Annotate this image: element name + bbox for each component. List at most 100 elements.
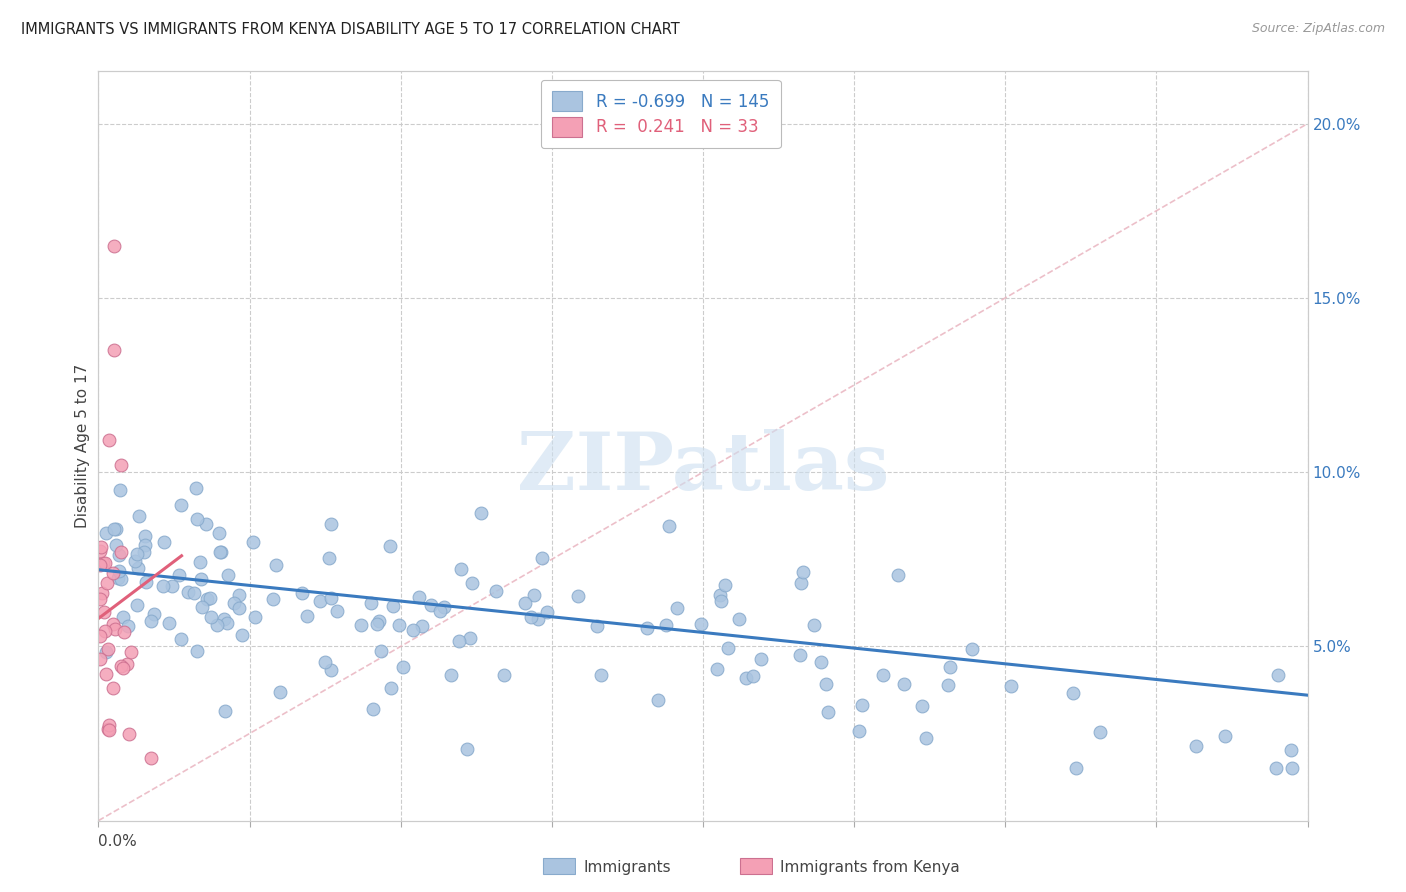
Point	[117, 619, 139, 633]
Point	[208, 525, 231, 540]
Point	[94, 556, 117, 570]
Point	[262, 592, 284, 607]
Point	[93, 556, 115, 570]
Point	[810, 655, 832, 669]
Point	[191, 599, 214, 614]
Point	[143, 607, 166, 621]
Point	[190, 572, 212, 586]
Point	[380, 681, 402, 696]
Point	[370, 643, 392, 657]
Point	[224, 596, 246, 610]
Point	[960, 642, 983, 657]
Point	[89, 652, 111, 666]
Point	[132, 545, 155, 559]
Point	[449, 633, 471, 648]
Point	[391, 660, 413, 674]
Point	[110, 483, 132, 497]
Point	[319, 664, 342, 678]
Point	[111, 610, 134, 624]
Point	[208, 545, 231, 559]
Point	[706, 662, 728, 676]
Point	[209, 544, 232, 558]
Point	[153, 535, 176, 549]
Point	[470, 506, 492, 520]
Text: Immigrants: Immigrants	[583, 860, 671, 874]
Point	[134, 529, 156, 543]
Point	[366, 617, 388, 632]
Point	[170, 632, 193, 646]
Point	[440, 668, 463, 682]
Point	[110, 658, 132, 673]
Point	[96, 526, 118, 541]
Text: Immigrants from Kenya: Immigrants from Kenya	[780, 860, 960, 874]
Point	[97, 718, 120, 732]
Point	[851, 698, 873, 713]
Point	[450, 562, 472, 576]
Point	[198, 591, 221, 606]
Point	[361, 702, 384, 716]
Point	[97, 722, 120, 736]
Point	[89, 592, 111, 607]
Point	[360, 596, 382, 610]
Point	[872, 668, 894, 682]
Point	[96, 575, 118, 590]
Legend: R = -0.699   N = 145, R =  0.241   N = 33: R = -0.699 N = 145, R = 0.241 N = 33	[541, 79, 780, 148]
Point	[188, 555, 211, 569]
Text: IMMIGRANTS VS IMMIGRANTS FROM KENYA DISABILITY AGE 5 TO 17 CORRELATION CHART: IMMIGRANTS VS IMMIGRANTS FROM KENYA DISA…	[21, 22, 681, 37]
Point	[186, 481, 208, 495]
Point	[461, 576, 484, 591]
Point	[485, 584, 508, 599]
Point	[326, 604, 349, 618]
Point	[309, 594, 332, 608]
Point	[314, 655, 336, 669]
Point	[749, 652, 772, 666]
Point	[139, 614, 162, 628]
Point	[382, 599, 405, 613]
Point	[714, 578, 737, 592]
Point	[1279, 743, 1302, 757]
Point	[531, 550, 554, 565]
Point	[1066, 761, 1088, 775]
Point	[104, 522, 127, 536]
Point	[710, 594, 733, 608]
Point	[200, 610, 222, 624]
Point	[104, 538, 127, 552]
Point	[118, 726, 141, 740]
Point	[269, 685, 291, 699]
Point	[911, 698, 934, 713]
Point	[128, 509, 150, 524]
Point	[264, 558, 287, 572]
Point	[420, 599, 443, 613]
Point	[716, 640, 738, 655]
Point	[1185, 739, 1208, 753]
Point	[90, 540, 112, 554]
Point	[803, 618, 825, 632]
Point	[658, 519, 681, 533]
Point	[101, 681, 124, 696]
Point	[103, 238, 125, 252]
Point	[152, 579, 174, 593]
Point	[527, 612, 550, 626]
Point	[1088, 725, 1111, 739]
Point	[89, 629, 111, 643]
Point	[321, 517, 343, 532]
Point	[125, 599, 148, 613]
Point	[217, 567, 239, 582]
Point	[93, 605, 115, 619]
Point	[103, 343, 125, 358]
Point	[110, 572, 132, 586]
Text: Source: ZipAtlas.com: Source: ZipAtlas.com	[1251, 22, 1385, 36]
Point	[127, 547, 149, 561]
Point	[110, 545, 132, 559]
Point	[107, 564, 129, 578]
Point	[231, 628, 253, 642]
Point	[291, 585, 314, 599]
Point	[536, 605, 558, 619]
Point	[243, 610, 266, 624]
Point	[456, 742, 478, 756]
Point	[1264, 761, 1286, 775]
Point	[98, 723, 121, 737]
Point	[97, 641, 120, 656]
Point	[212, 612, 235, 626]
Point	[1062, 686, 1084, 700]
